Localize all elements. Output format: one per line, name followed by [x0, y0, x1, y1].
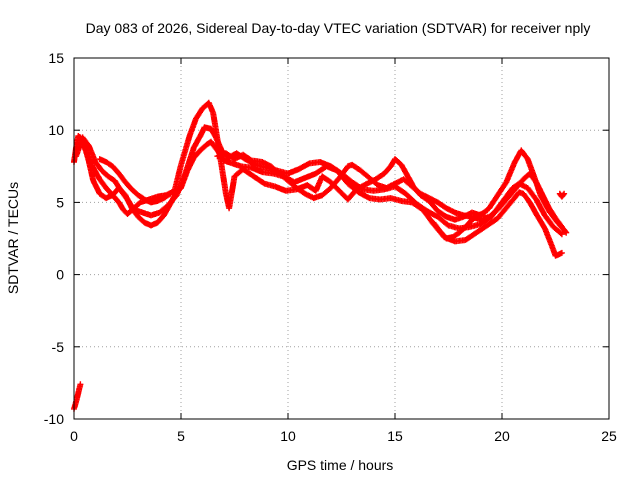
data-point-track: [71, 381, 84, 412]
y-tick-label: 5: [56, 194, 64, 210]
data-series-nply: [71, 99, 570, 412]
chart-title: Day 083 of 2026, Sidereal Day-to-day VTE…: [86, 20, 591, 36]
plot-frame: [73, 57, 610, 420]
data-point-track: [214, 150, 565, 230]
x-tick-label: 15: [387, 428, 403, 444]
x-tick-label: 25: [601, 428, 617, 444]
y-tick-label: 0: [56, 267, 64, 283]
x-tick-label: 0: [70, 428, 78, 444]
data-point-track: [430, 209, 488, 242]
data-point-track: [96, 156, 174, 206]
y-tick-label: 15: [48, 50, 64, 66]
x-tick-label: 10: [280, 428, 296, 444]
x-axis-label: GPS time / hours: [287, 457, 394, 473]
y-axis-label: SDTVAR / TECUs: [5, 182, 21, 294]
series-nply: [71, 99, 570, 412]
axis-ticks: 0 5 10 15 20 25 -10 -5 0 5 10 15: [44, 50, 617, 444]
data-point-track: [556, 190, 568, 200]
grid: [74, 58, 609, 419]
y-tick-label: -10: [44, 411, 64, 427]
y-tick-label: -5: [52, 339, 65, 355]
x-tick-label: 20: [494, 428, 510, 444]
y-tick-label: 10: [48, 122, 64, 138]
x-tick-label: 5: [177, 428, 185, 444]
